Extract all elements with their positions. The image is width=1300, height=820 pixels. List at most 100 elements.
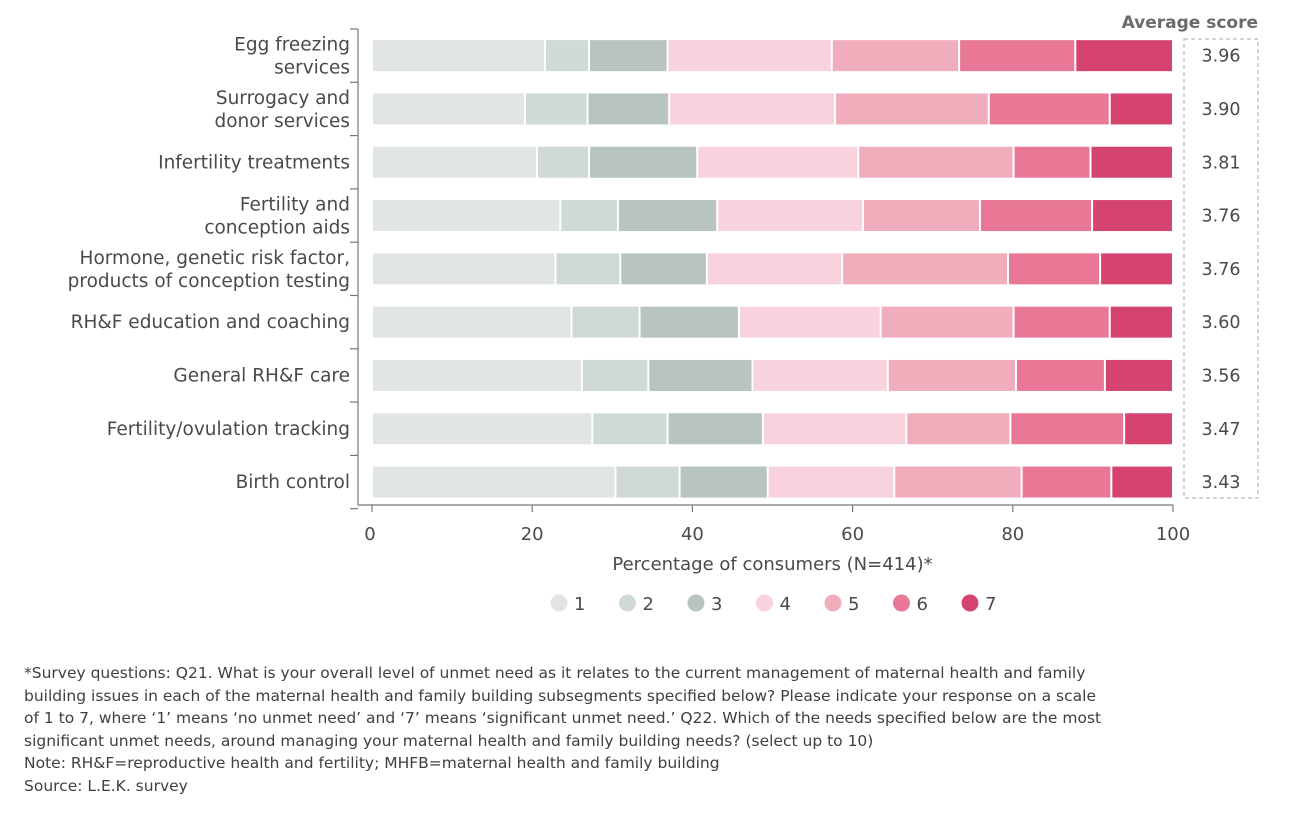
bar-segment-5 bbox=[832, 40, 959, 72]
category-label: Fertility and bbox=[240, 195, 350, 216]
category-label: services bbox=[274, 58, 350, 79]
footnotes: *Survey questions: Q21. What is your ove… bbox=[24, 662, 1284, 797]
bar-segment-1 bbox=[373, 306, 571, 338]
bar-segment-7 bbox=[1105, 359, 1172, 391]
legend-label: 3 bbox=[711, 594, 722, 615]
bar-segment-1 bbox=[373, 93, 524, 125]
bar-segment-2 bbox=[538, 146, 589, 178]
legend-marker-4 bbox=[756, 594, 773, 612]
bar-segment-7 bbox=[1125, 413, 1172, 445]
bar-segment-4 bbox=[698, 146, 858, 178]
bar-segment-4 bbox=[768, 466, 894, 498]
bar-segment-7 bbox=[1093, 200, 1172, 232]
bar-segment-4 bbox=[718, 200, 863, 232]
bar-segment-4 bbox=[763, 413, 906, 445]
average-score-value: 3.47 bbox=[1202, 420, 1241, 440]
category-label: Fertility/ovulation tracking bbox=[107, 419, 350, 440]
x-tick-label: 0 bbox=[364, 524, 375, 545]
average-score-value: 3.56 bbox=[1202, 366, 1241, 386]
bar-segment-7 bbox=[1112, 466, 1172, 498]
bar-segment-7 bbox=[1110, 93, 1172, 125]
legend-label: 4 bbox=[780, 594, 791, 615]
legend-label: 7 bbox=[985, 594, 996, 615]
bar-segment-2 bbox=[561, 200, 617, 232]
bar-segment-5 bbox=[888, 359, 1016, 391]
category-label: donor services bbox=[215, 111, 351, 132]
bar-segment-1 bbox=[373, 40, 545, 72]
average-score-value: 3.96 bbox=[1202, 47, 1241, 67]
average-score-value: 3.90 bbox=[1202, 100, 1241, 120]
bar-segment-7 bbox=[1091, 146, 1172, 178]
bar-segment-3 bbox=[590, 40, 667, 72]
average-score-value: 3.76 bbox=[1202, 260, 1241, 280]
bar-segment-5 bbox=[881, 306, 1013, 338]
bar-segment-1 bbox=[373, 359, 581, 391]
bar-segment-2 bbox=[572, 306, 639, 338]
bar-segment-7 bbox=[1076, 40, 1172, 72]
bar-segment-2 bbox=[582, 359, 648, 391]
bar-segment-2 bbox=[546, 40, 589, 72]
footnote-line: *Survey questions: Q21. What is your ove… bbox=[24, 664, 1086, 682]
footnote-line: building issues in each of the maternal … bbox=[24, 686, 1096, 705]
legend-marker-3 bbox=[687, 594, 705, 612]
bar-segment-3 bbox=[668, 413, 762, 445]
bar-segment-5 bbox=[895, 466, 1021, 498]
x-tick-label: 40 bbox=[681, 524, 704, 545]
legend-marker-5 bbox=[824, 594, 842, 612]
bar-segment-5 bbox=[864, 200, 979, 232]
bar-segment-6 bbox=[989, 93, 1109, 125]
bar-segment-6 bbox=[980, 200, 1092, 232]
category-label: Birth control bbox=[236, 472, 350, 493]
bar-segment-3 bbox=[649, 359, 752, 391]
x-tick-label: 80 bbox=[1001, 524, 1024, 545]
bar-segment-2 bbox=[525, 93, 587, 125]
category-label: Egg freezing bbox=[234, 35, 350, 56]
bar-segment-3 bbox=[621, 253, 706, 285]
category-label: Infertility treatments bbox=[158, 152, 350, 173]
average-score-box bbox=[1183, 38, 1259, 499]
category-label: products of conception testing bbox=[68, 271, 350, 292]
bar-segment-5 bbox=[859, 146, 1013, 178]
x-tick-label: 60 bbox=[841, 524, 864, 545]
bar-segment-6 bbox=[1014, 146, 1090, 178]
legend-label: 2 bbox=[643, 594, 654, 615]
bar-segment-2 bbox=[616, 466, 679, 498]
bar-segment-4 bbox=[739, 306, 880, 338]
bar-segment-2 bbox=[556, 253, 620, 285]
bar-segment-1 bbox=[373, 146, 537, 178]
bar-segment-4 bbox=[753, 359, 887, 391]
footnote-note: Note: RH&F=reproductive health and ferti… bbox=[24, 754, 720, 772]
bar-segment-6 bbox=[1017, 359, 1104, 391]
bar-segment-2 bbox=[593, 413, 667, 445]
bar-segment-6 bbox=[1008, 253, 1100, 285]
legend-label: 1 bbox=[574, 594, 585, 615]
bar-segment-3 bbox=[588, 93, 669, 125]
bar-segment-6 bbox=[1022, 466, 1111, 498]
legend-marker-2 bbox=[619, 594, 636, 612]
category-label: Surrogacy and bbox=[216, 88, 350, 109]
footnote-line: of 1 to 7, where ‘1’ means ‘no unmet nee… bbox=[24, 709, 1102, 727]
x-tick-label: 20 bbox=[521, 524, 544, 545]
bar-segment-1 bbox=[373, 466, 615, 498]
bar-segment-6 bbox=[960, 40, 1075, 72]
bar-segment-6 bbox=[1011, 413, 1124, 445]
average-score-value: 3.60 bbox=[1202, 313, 1241, 333]
bar-segment-7 bbox=[1110, 306, 1172, 338]
legend-marker-1 bbox=[550, 594, 568, 612]
bar-segment-4 bbox=[707, 253, 842, 285]
bar-segment-3 bbox=[640, 306, 738, 338]
average-score-value: 3.76 bbox=[1202, 207, 1241, 227]
stacked-bar-chart: 0 20 40 60 80 100 Percentage of consumers (N=4… bbox=[68, 13, 1259, 615]
bar-segment-1 bbox=[373, 200, 560, 232]
bar-segment-4 bbox=[668, 40, 831, 72]
footnote-line: significant unmet needs, around managing… bbox=[24, 731, 874, 750]
bar-segment-3 bbox=[618, 200, 717, 232]
category-label: conception aids bbox=[204, 218, 350, 239]
average-score-value: 3.81 bbox=[1202, 153, 1241, 173]
bar-segment-7 bbox=[1101, 253, 1172, 285]
category-label: RH&F education and coaching bbox=[71, 312, 350, 333]
legend-marker-6 bbox=[893, 594, 910, 612]
bar-segment-1 bbox=[373, 413, 592, 445]
legend-label: 6 bbox=[917, 594, 928, 615]
bar-segment-3 bbox=[680, 466, 767, 498]
